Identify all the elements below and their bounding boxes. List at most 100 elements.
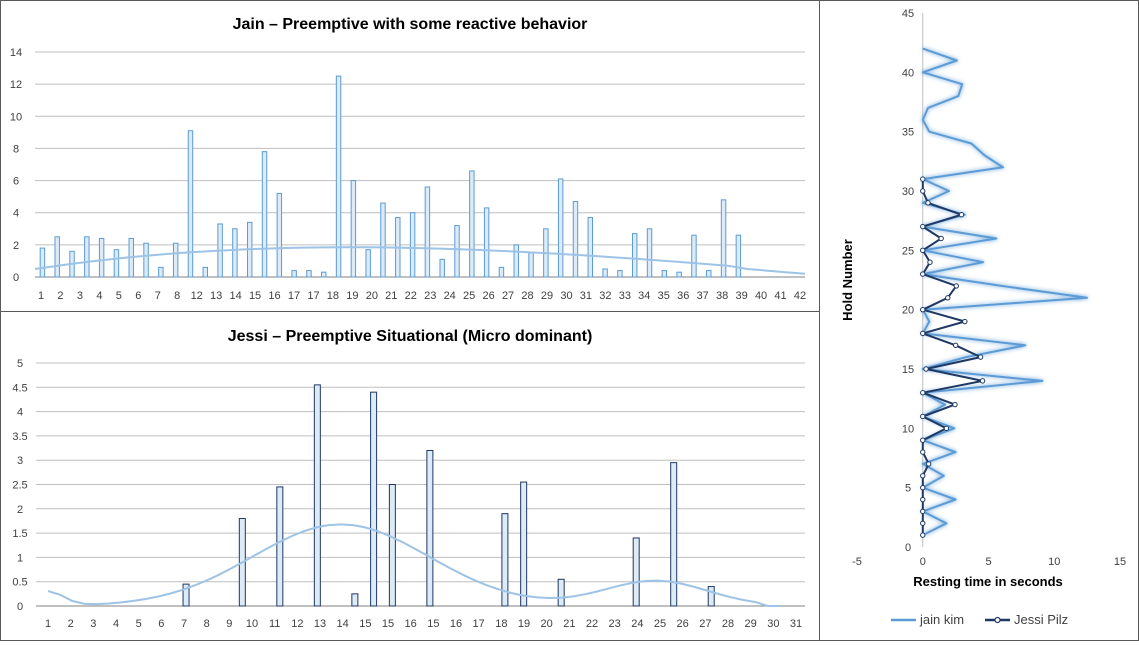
jain-x-tick-label: 41 xyxy=(774,290,786,302)
holds-x-tick-label: -5 xyxy=(852,556,862,568)
jessi-bar xyxy=(632,537,640,607)
jain-bar xyxy=(572,200,579,278)
jessi-bar xyxy=(276,486,284,607)
jessi-bar xyxy=(313,384,321,607)
jain-x-tick-label: 15 xyxy=(249,290,261,302)
jain-trendline xyxy=(34,246,806,275)
jain-bar xyxy=(172,242,179,278)
jain-bar xyxy=(454,225,460,278)
legend-label-jain-kim: jain kim xyxy=(919,612,964,627)
jain-x-tick-label: 13 xyxy=(210,290,222,302)
jain-x-tick-label: 19 xyxy=(346,290,358,302)
jessi-panel-frame xyxy=(0,311,820,641)
jessi-x-tick-label: 4 xyxy=(113,618,119,630)
holds-x-tick-label: 15 xyxy=(1114,556,1126,568)
holds-chart: 0 5 10 15 20 25 30 35 40 45 -5 0 5 10 15 xyxy=(852,8,1126,568)
holds-y-tick-label: 30 xyxy=(902,186,914,198)
holds-point-jessi-pilz xyxy=(920,247,926,254)
jain-bar xyxy=(587,217,594,278)
holds-point-jessi-pilz xyxy=(920,330,926,337)
jessi-bar xyxy=(520,481,528,607)
holds-point-jessi-pilz xyxy=(943,425,950,432)
holds-point-jessi-pilz xyxy=(920,223,926,230)
jessi-bar xyxy=(351,593,359,607)
holds-y-tick-label: 5 xyxy=(905,483,911,495)
jain-x-tick-label: 40 xyxy=(755,290,767,302)
holds-point-jessi-pilz xyxy=(920,188,926,194)
jessi-x-tick-label: 16 xyxy=(450,618,462,630)
legend-label-jessi-pilz: Jessi Pilz xyxy=(1014,612,1068,627)
jain-x-tick-label: 3 xyxy=(77,290,83,302)
jain-x-tick-label: 30 xyxy=(560,290,572,302)
jessi-y-tick-label: 2 xyxy=(17,504,23,516)
jessi-x-tick-label: 9 xyxy=(226,618,232,630)
jain-x-tick-label: 31 xyxy=(580,290,592,302)
jain-bar xyxy=(321,271,327,278)
jain-y-tick-label: 2 xyxy=(13,240,19,252)
jessi-x-tick-label: 18 xyxy=(495,618,507,630)
holds-point-jessi-pilz xyxy=(920,176,926,182)
jessi-x-tick-label: 13 xyxy=(314,618,326,630)
holds-point-jessi-pilz xyxy=(920,532,926,538)
jain-bar xyxy=(720,199,727,278)
jain-bar xyxy=(424,186,431,278)
jessi-chart: 00.511.522.533.544.551 2 3 4 5 6 7 8 9 10 11 12 13 14… xyxy=(12,358,805,630)
jessi-x-tick-label: 27 xyxy=(699,618,711,630)
holds-point-jessi-pilz xyxy=(945,295,951,301)
holds-y-tick-label: 25 xyxy=(902,245,914,257)
jessi-x-tick-label: 21 xyxy=(563,618,575,630)
jessi-x-tick-label: 17 xyxy=(473,618,485,630)
jessi-x-tick-label: 3 xyxy=(90,618,96,630)
holds-point-jessi-pilz xyxy=(920,413,926,420)
holds-y-tick-label: 15 xyxy=(902,364,914,376)
holds-point-jessi-pilz xyxy=(920,484,926,491)
jain-bar xyxy=(291,270,297,278)
jain-bar xyxy=(54,236,60,278)
holds-point-jessi-pilz xyxy=(923,366,929,372)
holds-point-jessi-pilz xyxy=(920,306,926,313)
jain-x-tick-label: 12 xyxy=(191,290,203,302)
jain-bar xyxy=(409,212,416,278)
jain-chart-title: Jain – Preemptive with some reactive beh… xyxy=(233,16,588,33)
holds-point-jessi-pilz xyxy=(938,235,944,242)
holds-y-tick-label: 45 xyxy=(902,8,914,20)
jessi-y-tick-label: 3 xyxy=(17,455,23,467)
holds-series-line-jain-kim xyxy=(921,47,1089,536)
holds-y-tick-label: 35 xyxy=(902,127,914,139)
jain-x-tick-label: 32 xyxy=(599,290,611,302)
jain-y-tick-label: 14 xyxy=(10,47,22,59)
jessi-bar xyxy=(707,586,715,607)
jain-bar xyxy=(335,75,342,278)
jain-bar xyxy=(98,237,105,278)
jain-x-tick-label: 37 xyxy=(697,290,709,302)
jain-x-tick-label: 26 xyxy=(482,290,494,302)
jain-x-tick-label: 8 xyxy=(174,290,180,302)
jessi-x-tick-label: 16 xyxy=(405,618,417,630)
jain-x-tick-label: 34 xyxy=(638,290,650,302)
jessi-x-tick-label: 26 xyxy=(677,618,689,630)
jain-y-tick-label: 4 xyxy=(13,208,19,220)
jessi-y-tick-label: 4.5 xyxy=(12,382,27,394)
jessi-x-tick-label: 7 xyxy=(181,618,187,630)
jessi-y-tick-label: 5 xyxy=(17,358,23,370)
jain-bar xyxy=(676,271,682,278)
jain-x-tick-label: 33 xyxy=(619,290,631,302)
holds-y-tick-label: 40 xyxy=(902,67,914,79)
jain-x-tick-label: 22 xyxy=(405,290,417,302)
jessi-x-tick-label: 15 xyxy=(427,618,439,630)
jain-x-tick-label: 25 xyxy=(463,290,475,302)
jessi-x-tick-label: 15 xyxy=(382,618,394,630)
jain-x-tick-label: 16 xyxy=(268,290,280,302)
jessi-y-tick-label: 2.5 xyxy=(12,480,27,492)
jain-y-tick-label: 12 xyxy=(10,79,22,91)
jessi-bar xyxy=(388,484,396,607)
jain-y-tick-label: 10 xyxy=(10,111,22,123)
jain-bar xyxy=(350,180,357,278)
holds-point-jessi-pilz xyxy=(920,508,926,515)
jessi-x-tick-label: 28 xyxy=(722,618,734,630)
jain-x-tick-label: 6 xyxy=(135,290,141,302)
jain-bar xyxy=(306,270,312,278)
jessi-x-tick-label: 1 xyxy=(45,618,51,630)
